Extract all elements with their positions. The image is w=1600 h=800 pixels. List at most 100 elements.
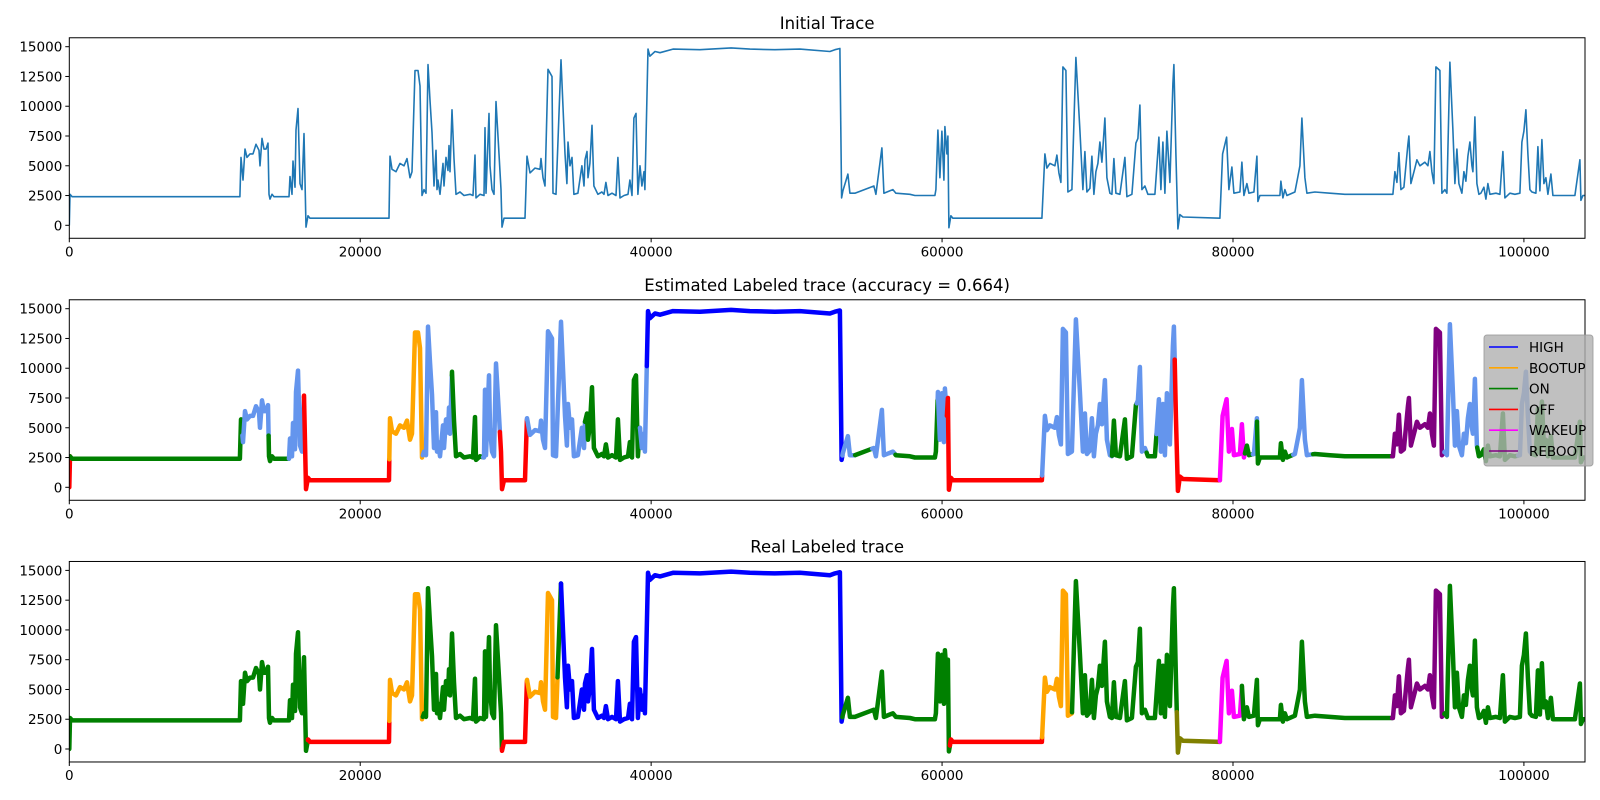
- plot-area: [69, 47, 1585, 230]
- segment-bootup: [387, 330, 426, 462]
- x-tick-label: 60000: [921, 244, 964, 260]
- segment-unlabeled: [240, 398, 271, 445]
- segment-unlabeled: [935, 386, 950, 445]
- y-tick-label: 2500: [28, 189, 62, 205]
- y-tick-label: 2500: [28, 451, 62, 467]
- segment-wakeup: [1217, 396, 1248, 483]
- y-tick-label: 15000: [19, 40, 62, 56]
- x-tick-label: 80000: [1212, 768, 1255, 784]
- legend-label: BOOTUP: [1529, 361, 1586, 377]
- x-tick-label: 20000: [339, 506, 382, 522]
- y-tick-label: 7500: [28, 653, 62, 669]
- segment-unlabeled: [480, 361, 503, 460]
- segment-on: [449, 369, 486, 463]
- trace-line: [69, 47, 1585, 230]
- segment-unlabeled: [637, 363, 650, 454]
- segment-unlabeled: [524, 319, 588, 459]
- y-tick-label: 2500: [28, 712, 62, 728]
- panel-title: Real Labeled trace: [750, 537, 904, 556]
- segment-on: [69, 417, 245, 461]
- estimated-labeled-trace-panel: Estimated Labeled trace (accuracy = 0.66…: [19, 276, 1594, 522]
- segment-on: [1144, 431, 1159, 459]
- segment-on: [1069, 578, 1180, 723]
- segment-bootup: [387, 591, 426, 724]
- y-tick-label: 7500: [28, 391, 62, 407]
- y-tick-label: 12500: [19, 331, 62, 347]
- segment-on: [840, 647, 953, 754]
- x-tick-label: 0: [65, 244, 74, 260]
- segment-off: [499, 679, 530, 754]
- segment-unlabeled: [1154, 324, 1177, 458]
- segment-off: [497, 417, 530, 492]
- panel-title: Initial Trace: [780, 14, 875, 33]
- segment-on: [1442, 583, 1585, 727]
- segment-on: [1109, 401, 1139, 461]
- y-tick-label: 5000: [28, 682, 62, 698]
- segment-high: [644, 307, 845, 463]
- y-tick-label: 5000: [28, 159, 62, 175]
- segment-on: [266, 433, 292, 464]
- segment-on: [893, 396, 940, 460]
- y-tick-label: 5000: [28, 421, 62, 437]
- legend-label: ON: [1529, 382, 1550, 398]
- legend-label: OFF: [1529, 402, 1555, 418]
- x-tick-label: 0: [65, 768, 74, 784]
- segment-off: [301, 393, 392, 492]
- x-tick-label: 100000: [1498, 244, 1550, 260]
- segment-high: [558, 569, 845, 724]
- segment-unlabeled: [420, 324, 455, 459]
- segment-unlabeled: [1290, 377, 1316, 458]
- segment-off: [947, 734, 1045, 748]
- segment-on: [1310, 451, 1395, 459]
- segment-reboot: [1389, 588, 1447, 721]
- segment-reboot: [1389, 326, 1447, 459]
- y-tick-label: 12500: [19, 593, 62, 609]
- segment-off: [944, 395, 1045, 492]
- x-tick-label: 100000: [1498, 768, 1550, 784]
- y-tick-label: 0: [54, 480, 63, 496]
- y-tick-label: 7500: [28, 129, 62, 145]
- segment-on: [1239, 639, 1395, 728]
- legend-label: WAKEUP: [1529, 423, 1586, 439]
- y-tick-label: 15000: [19, 302, 62, 318]
- segment-bootup: [1039, 588, 1075, 740]
- axes-frame: [68, 37, 1586, 239]
- x-tick-label: 40000: [630, 244, 673, 260]
- segment-unlabeled: [1174, 709, 1223, 755]
- segment-unlabeled: [286, 368, 307, 461]
- plot-area: [69, 307, 1585, 494]
- y-tick-label: 10000: [19, 623, 62, 639]
- segment-off: [1172, 357, 1223, 494]
- segment-off: [305, 718, 392, 745]
- legend: HIGH BOOTUP ON OFF WAKEUP REBOOT: [1483, 334, 1594, 467]
- x-tick-label: 20000: [339, 768, 382, 784]
- x-tick-label: 60000: [921, 506, 964, 522]
- y-tick-label: 0: [54, 218, 63, 234]
- segment-unlabeled: [1442, 321, 1480, 458]
- axes-frame: [68, 560, 1586, 763]
- x-tick-label: 100000: [1498, 506, 1550, 522]
- legend-label: REBOOT: [1529, 444, 1586, 460]
- segment-on: [852, 446, 875, 458]
- initial-trace-panel: Initial Trace 0 20000 40000 60000 80000 10000…: [19, 14, 1586, 260]
- real-labeled-trace-panel: Real Labeled trace 0 20000 40000 60000 80000…: [19, 537, 1586, 784]
- segment-on: [69, 630, 311, 754]
- segment-unlabeled: [840, 433, 858, 458]
- y-tick-label: 10000: [19, 99, 62, 115]
- x-tick-label: 80000: [1212, 244, 1255, 260]
- segment-on: [420, 586, 505, 751]
- x-tick-label: 20000: [339, 244, 382, 260]
- y-tick-label: 0: [54, 742, 63, 758]
- segment-on: [582, 373, 643, 463]
- x-tick-label: 40000: [630, 506, 673, 522]
- x-tick-label: 60000: [921, 768, 964, 784]
- x-tick-label: 0: [65, 506, 74, 522]
- x-tick-label: 80000: [1212, 506, 1255, 522]
- plot-area: [69, 569, 1585, 755]
- legend-label: HIGH: [1529, 340, 1564, 356]
- y-tick-label: 10000: [19, 361, 62, 377]
- segment-wakeup: [1217, 658, 1245, 745]
- segment-bootup: [524, 590, 560, 721]
- y-tick-label: 12500: [19, 69, 62, 85]
- segment-unlabeled: [869, 407, 898, 459]
